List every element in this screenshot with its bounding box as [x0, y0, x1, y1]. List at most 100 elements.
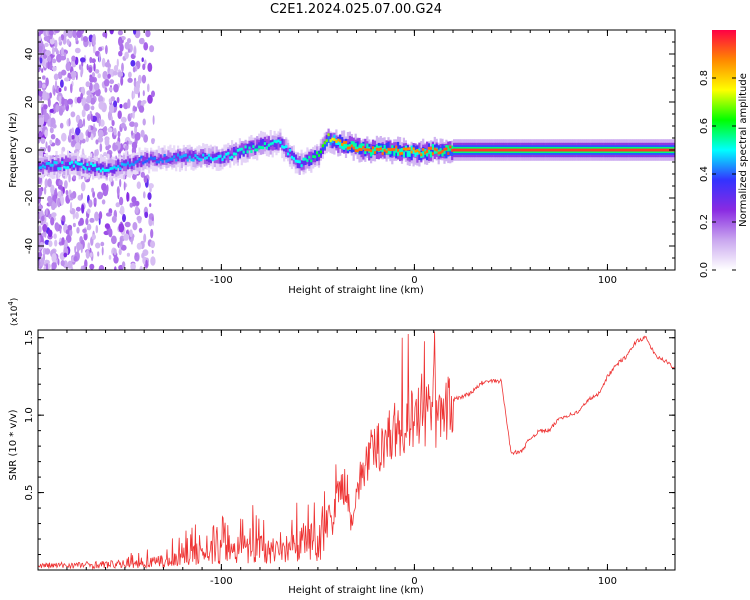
noise-blob [123, 181, 126, 191]
ridge-cell [128, 158, 131, 165]
noise-blob [142, 90, 145, 97]
noise-blob [117, 110, 122, 119]
ridge-cell [190, 158, 193, 162]
noise-blob [59, 95, 62, 106]
noise-blob [74, 245, 77, 254]
noise-blob [123, 233, 130, 241]
noise-blob [53, 88, 56, 96]
noise-blob [67, 224, 73, 231]
ridge-cell [211, 154, 214, 161]
y-tick-label: 1.5 [24, 330, 35, 346]
ridge-cell [107, 163, 110, 170]
ridge-cell [356, 149, 359, 153]
ridge-cell [300, 164, 303, 168]
noise-blob [105, 212, 112, 217]
ridge-cell [119, 167, 122, 170]
noise-blob [113, 65, 119, 72]
ridge-cell [159, 154, 162, 161]
noise-blob [74, 96, 78, 104]
ridge-cell [487, 148, 490, 152]
noise-blob [143, 134, 149, 143]
ridge-cell [117, 161, 120, 176]
ridge-cell [122, 163, 126, 167]
ridge-cell [667, 148, 670, 152]
noise-blob [132, 222, 138, 231]
noise-blob [88, 66, 93, 73]
noise-blob [80, 265, 84, 270]
noise-blob [129, 229, 133, 238]
ridge-cell [202, 153, 205, 157]
noise-blob [124, 145, 129, 151]
noise-blob [47, 119, 51, 127]
ridge-cell [539, 148, 543, 152]
noise-blob [44, 42, 49, 48]
snr-frame [37, 329, 676, 571]
ridge-cell [198, 157, 201, 161]
noise-blob [104, 61, 111, 68]
ridge-cell [155, 160, 158, 164]
noise-blob [98, 95, 104, 103]
ridge-cell [194, 154, 197, 157]
noise-blob [112, 70, 118, 76]
ridge-cell [354, 149, 357, 153]
ridge-cell [144, 156, 147, 163]
noise-blob [53, 73, 59, 81]
ridge-cell [215, 157, 218, 160]
ridge-cell [290, 155, 294, 159]
noise-blob [138, 105, 145, 113]
snr-ylabel: SNR (10 * v/v) [8, 409, 19, 480]
noise-blob [53, 233, 57, 239]
ridge-cell [621, 148, 624, 152]
ridge-cell [364, 138, 367, 154]
x-tick-label: -100 [210, 275, 233, 286]
ridge-cell [532, 148, 535, 152]
ridge-cell [551, 148, 554, 152]
noise-blob [105, 45, 108, 55]
ridge-cell [213, 154, 216, 161]
ridge-cell [653, 148, 656, 152]
ridge-cell [314, 155, 317, 159]
ridge-cell [55, 161, 58, 165]
ridge-cell [265, 143, 268, 149]
noise-blob [60, 55, 67, 61]
noise-blob [101, 199, 106, 205]
ridge-cell [547, 148, 550, 152]
noise-blob [151, 138, 155, 145]
ridge-cell [192, 151, 195, 157]
noise-blob [69, 193, 74, 199]
noise-blob [78, 132, 84, 141]
ridge-cell [520, 148, 523, 152]
ridge-cell [124, 161, 128, 172]
ridge-cell [175, 158, 178, 162]
noise-blob [89, 76, 95, 83]
ridge-cell [427, 146, 431, 150]
ridge-cell [188, 155, 191, 159]
noise-blob [119, 178, 122, 188]
noise-blob [113, 83, 119, 93]
ridge-cell [231, 147, 234, 158]
noise-blob [40, 257, 45, 267]
noise-blob [88, 125, 91, 133]
ridge-cell [381, 148, 384, 154]
noise-blob [127, 98, 131, 109]
noise-blob [127, 48, 131, 53]
noise-blob [47, 178, 52, 188]
ridge-cell [617, 148, 620, 152]
noise-blob [64, 98, 68, 107]
ridge-cell [250, 142, 253, 148]
noise-blob [101, 183, 107, 191]
noise-blob [51, 58, 57, 64]
y-tick-label: 40 [24, 48, 35, 61]
ridge-cell [200, 149, 203, 159]
ridge-cell [146, 159, 149, 163]
ridge-cell [213, 157, 216, 161]
noise-blob [99, 119, 105, 127]
ridge-cell [495, 148, 498, 152]
ridge-cell [49, 163, 52, 167]
noise-blob [120, 122, 126, 129]
noise-blob [103, 79, 110, 87]
ridge-cell [659, 148, 662, 152]
noise-blob [82, 228, 87, 233]
ridge-cell [518, 148, 521, 152]
noise-blob [38, 139, 41, 144]
